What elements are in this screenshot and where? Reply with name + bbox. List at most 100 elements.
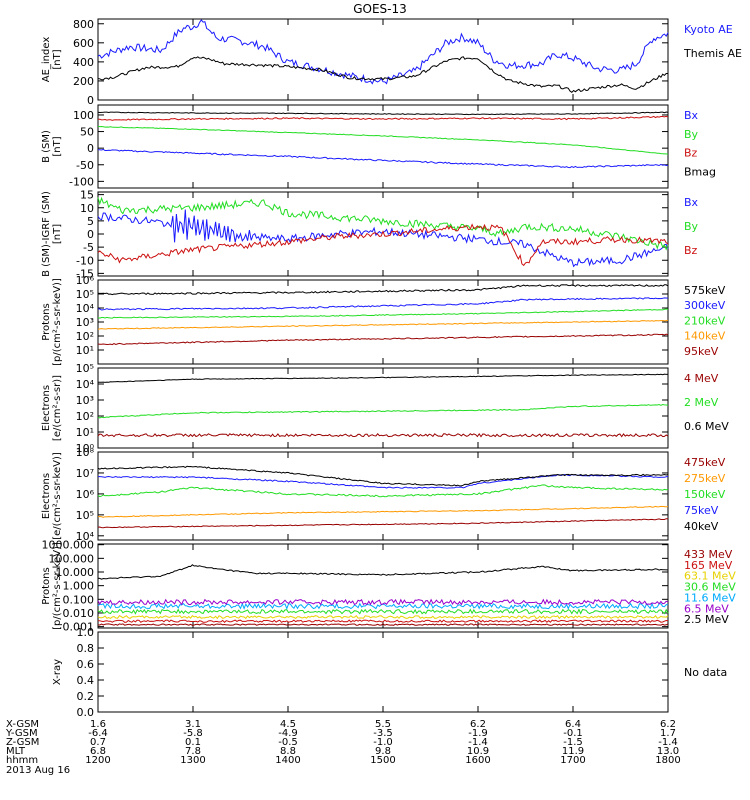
y-tick-label: 5 [87,215,94,228]
y-axis-label: Protons [41,567,52,604]
panel-frame [97,191,669,277]
plot-title: GOES-13 [353,2,407,16]
y-tick-label: 15 [80,189,94,202]
legend-entry-140kev: 140keV [684,330,726,343]
legend-entry-95kev: 95keV [684,345,719,358]
legend-entry-bx: Bx [684,109,699,122]
y-tick-label: 0.4 [77,674,95,687]
series-line-63-1-mev [97,614,669,620]
axis-value: 7.8 [185,746,201,757]
y-tick-label: 10⁴ [76,378,95,391]
y-axis-label: B (SM) [41,130,52,163]
panel-frame [97,18,669,101]
y-tick-label: 0.8 [77,642,95,655]
y-tick-label: 100 [73,109,94,122]
y-axis-label: X-ray [52,659,63,685]
axis-value: 1.7 [660,728,676,739]
axis-row-label: X-GSM [6,719,39,730]
series-line-275kev [97,505,669,518]
series-line-433-mev [97,623,669,626]
axis-row-label: MLT [6,746,26,757]
y-tick-label: 10³ [76,394,94,407]
legend-entry-75kev: 75keV [684,504,719,517]
series-line-210kev [97,308,669,319]
y-tick-label: 10⁶ [76,488,95,501]
panel-frame [97,104,669,189]
legend-entry-0-6-mev: 0.6 MeV [684,420,729,433]
axis-value: 1700 [560,755,585,766]
axis-value: 11.9 [562,746,584,757]
y-tick-label: 10⁴ [76,302,95,315]
series-line-165-mev [98,619,669,623]
y-axis-label: [nT] [52,224,63,244]
axis-value: -4.9 [278,728,298,739]
axis-value: -5.8 [183,728,203,739]
date-label: 2013 Aug 16 [6,765,70,776]
series-line-2-5-mev [97,564,668,580]
axis-value: -6.4 [88,728,108,739]
axis-value: 0.7 [90,737,106,748]
axis-value: 4.5 [280,719,296,730]
y-tick-label: 600 [73,37,94,50]
axis-value: 0.1 [185,737,201,748]
series-line-475kev [97,518,669,529]
y-axis-label: Electrons [41,385,52,431]
y-tick-label: 50 [80,126,94,139]
axis-value: 5.5 [375,719,391,730]
y-tick-label: 0 [87,94,94,107]
y-tick-label: 1.000 [63,580,95,593]
series-line-0-6-mev [98,373,669,383]
y-tick-label: 0.100 [63,593,95,606]
series-line-300kev [97,297,669,311]
y-tick-label: 800 [73,18,94,31]
legend-entry-165-mev: 165 MeV [684,559,733,572]
axis-row-label: Z-GSM [6,737,39,748]
y-tick-label: 1000.000 [42,539,95,552]
series-line-11-6-mev [97,602,669,610]
axis-value: -1.4 [468,737,488,748]
legend-entry-433-mev: 433 MeV [684,548,733,561]
y-tick-label: 100.000 [49,552,95,565]
y-tick-label: 0.6 [77,658,95,671]
legend-entry-themis-ae: Themis AE [683,47,742,60]
y-tick-label: 400 [73,56,94,69]
axis-value: -3.5 [373,728,393,739]
y-tick-label: 10³ [76,316,94,329]
axis-value: -0.1 [563,728,583,739]
y-tick-label: 10¹ [76,426,94,439]
series-line-140kev [97,319,669,330]
panel-frame [97,543,669,629]
y-tick-label: 10⁸ [76,446,95,459]
y-tick-label: 10 [80,202,94,215]
legend-entry-210kev: 210keV [684,314,726,327]
legend-entry-bx: Bx [684,196,699,209]
series-line-bx [98,148,669,169]
y-tick-label: 10⁵ [76,509,94,522]
axis-value: 1400 [275,755,300,766]
y-axis-label: [nT] [52,136,63,156]
y-tick-label: 10⁷ [76,467,94,480]
axis-value: 6.2 [470,719,486,730]
legend-entry-300kev: 300keV [684,299,726,312]
y-tick-label: 200 [73,75,94,88]
legend-entry-150kev: 150keV [684,488,726,501]
axis-value: 1500 [370,755,395,766]
y-tick-label: 0.001 [63,621,95,634]
series-line-themis-ae [97,56,668,93]
legend-entry-by: By [684,128,699,141]
legend-entry-kyoto-ae: Kyoto AE [684,23,733,36]
axis-value: 6.2 [660,719,676,730]
y-tick-label: 0.010 [63,607,95,620]
series-line-40kev [97,465,669,487]
legend-entry-by: By [684,220,699,233]
y-tick-label: 10⁴ [76,530,95,543]
series-line-2-mev [97,403,669,419]
legend-entry-2-mev: 2 MeV [684,396,719,409]
y-tick-label: -15 [76,267,94,280]
y-tick-label: 10⁶ [76,274,95,287]
axis-value: 1200 [85,755,110,766]
axis-value: -1.4 [658,737,678,748]
legend-entry-bz: Bz [684,147,698,160]
